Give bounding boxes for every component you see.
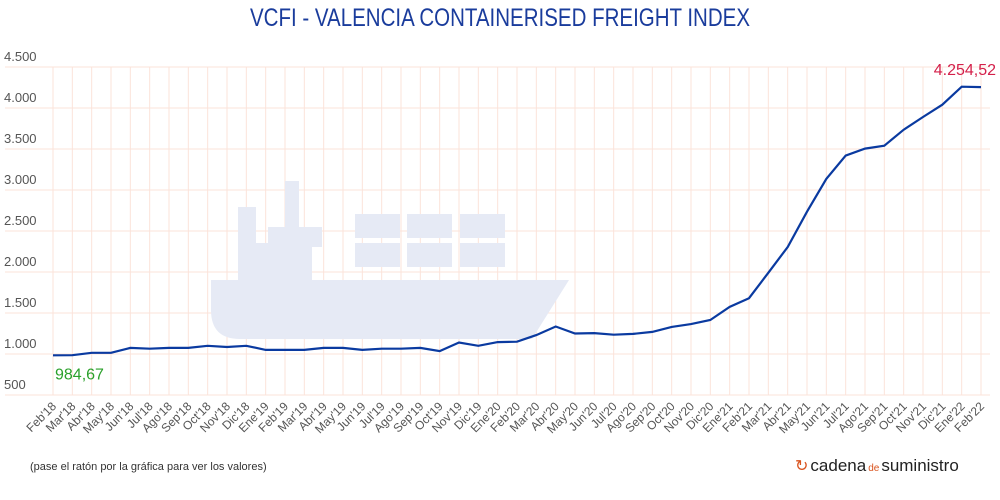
data-point [416,344,424,352]
min-value-label: 984,67 [55,366,104,383]
data-point [320,344,328,352]
y-tick-label: 1.500 [4,295,37,310]
data-point [474,342,482,350]
data-point [706,316,714,324]
data-point [938,101,946,109]
logo-text-b: suministro [881,456,959,475]
data-point [262,346,270,354]
data-point [184,344,192,352]
data-point [242,342,250,350]
data-point [146,345,154,353]
data-point [900,126,908,134]
data-point [764,269,772,277]
y-tick-label: 500 [4,377,26,392]
data-point [165,344,173,352]
data-point [300,346,308,354]
series-line [52,85,982,357]
data-point [532,331,540,339]
data-point [455,339,463,347]
data-point [49,351,57,359]
data-point [126,344,134,352]
data-point [822,175,830,183]
data-point [513,338,521,346]
y-tick-label: 2.500 [4,213,37,228]
hover-hint: (pase el ratón por la gráfica para ver l… [30,461,267,473]
logo-icon: ↻ [795,458,809,475]
ship-watermark-icon [211,181,569,339]
data-point [687,320,695,328]
data-point [571,330,579,338]
logo[interactable]: ↻ cadena de suministro [795,456,959,476]
data-point [436,347,444,355]
y-tick-label: 3.500 [4,131,37,146]
data-point [68,351,76,359]
data-point [784,243,792,251]
data-point [726,303,734,311]
data-point [397,345,405,353]
y-tick-label: 4.000 [4,90,37,105]
data-point [842,152,850,160]
data-point [668,323,676,331]
data-point [378,345,386,353]
grid [5,66,990,396]
data-point [494,338,502,346]
data-point [552,323,560,331]
data-point [358,346,366,354]
data-point [861,145,869,153]
logo-text-de: de [868,463,880,474]
y-tick-label: 2.000 [4,254,37,269]
data-point [610,331,618,339]
data-point [107,349,115,357]
data-point [223,343,231,351]
data-point [590,329,598,337]
data-point [803,208,811,216]
logo-text-a: cadena [810,456,867,475]
data-point [977,83,985,91]
chart-title: VCFI - VALENCIA CONTAINERISED FREIGHT IN… [249,4,751,32]
data-point [204,342,212,350]
data-point [919,113,927,121]
data-point [281,346,289,354]
line-chart[interactable]: 500 1.000 1.500 2.000 2.500 3.000 3.500 4.000 4.… [0,0,1000,460]
data-point [958,83,966,91]
data-point [880,142,888,150]
y-tick-label: 1.000 [4,336,37,351]
data-point [88,349,96,357]
data-point [745,294,753,302]
data-point [339,344,347,352]
data-point [648,328,656,336]
y-tick-label: 3.000 [4,172,37,187]
data-point [629,330,637,338]
max-value-label: 4.254,52 [934,62,996,79]
y-tick-label: 4.500 [4,49,37,64]
